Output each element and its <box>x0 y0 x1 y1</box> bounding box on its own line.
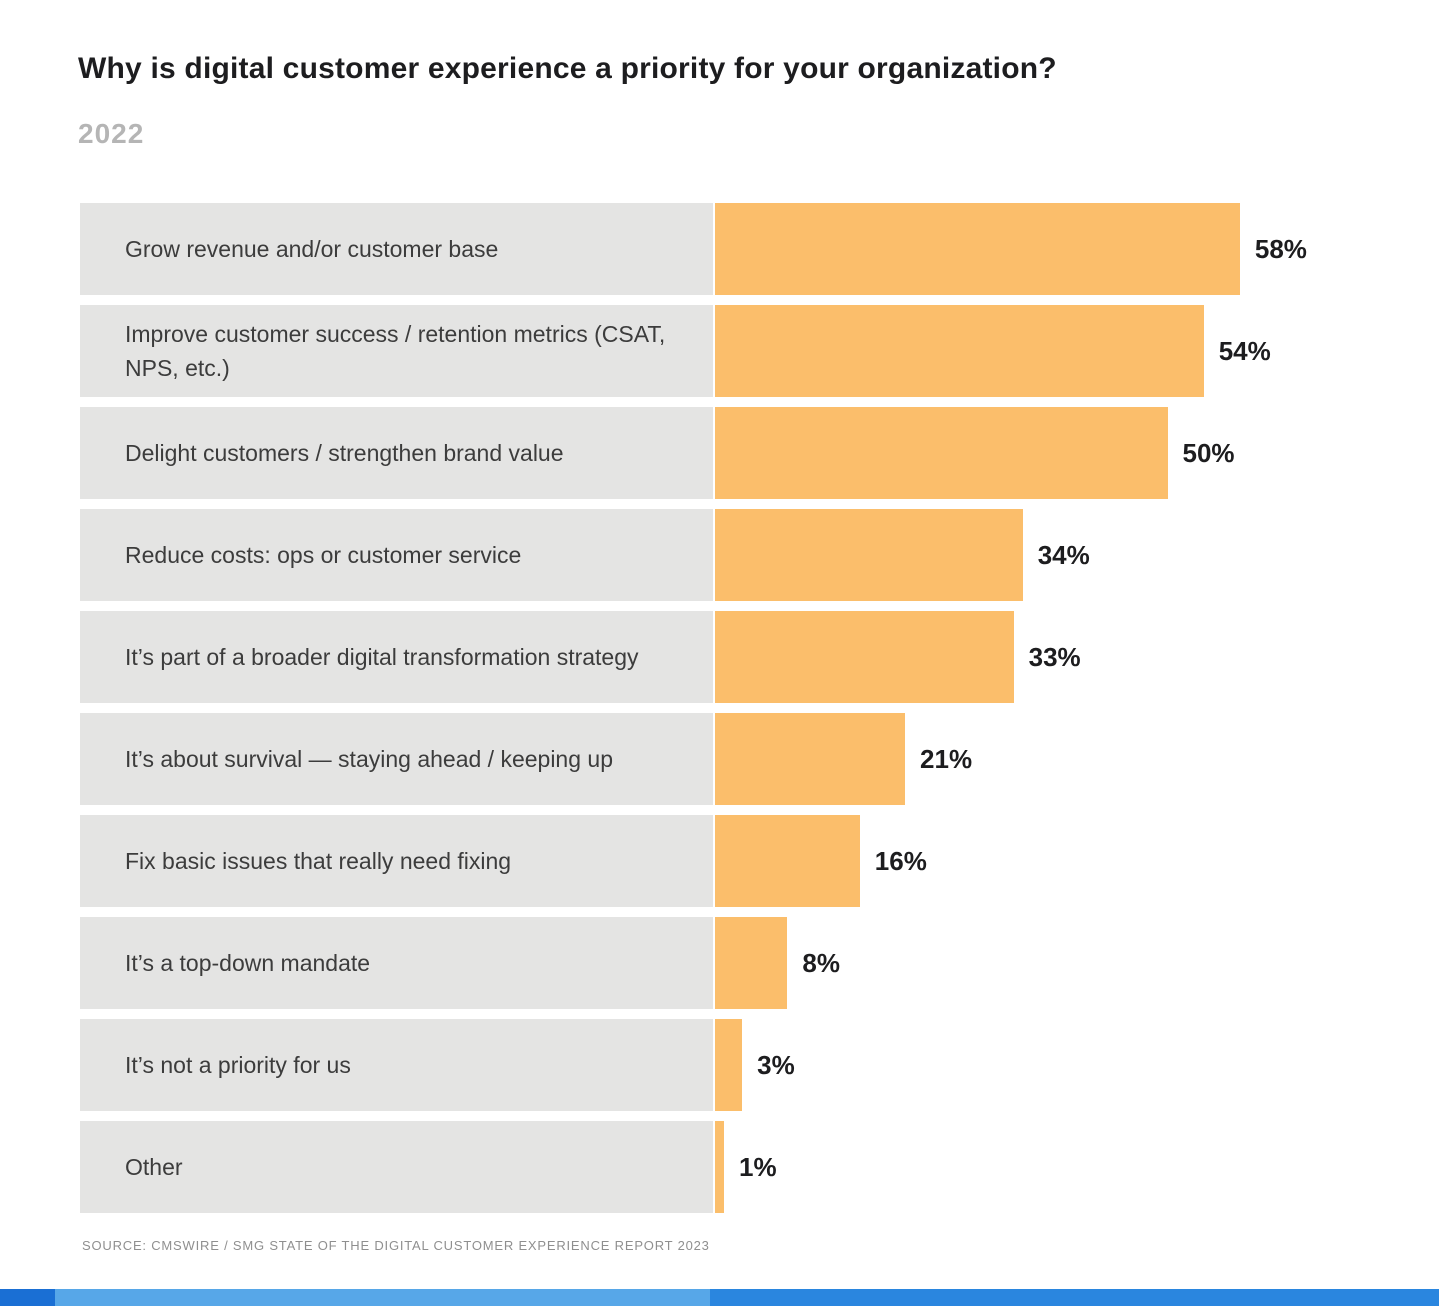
category-label: Grow revenue and/or customer base <box>125 235 499 262</box>
category-label-box: Reduce costs: ops or customer service <box>80 509 713 601</box>
category-label: It’s not a priority for us <box>125 1051 351 1078</box>
value-label: 33% <box>1028 641 1081 672</box>
bar <box>715 509 1023 601</box>
bar-area: 3% <box>715 1019 1420 1111</box>
chart-row: Improve customer success / retention met… <box>80 305 1420 397</box>
category-label-box: It’s about survival — staying ahead / ke… <box>80 713 713 805</box>
category-label-box: It’s a top-down mandate <box>80 917 713 1009</box>
chart-row: It’s part of a broader digital transform… <box>80 611 1420 703</box>
value-label: 21% <box>920 743 973 774</box>
category-label: Fix basic issues that really need fixing <box>125 847 512 874</box>
category-label-box: Fix basic issues that really need fixing <box>80 815 713 907</box>
source-attribution: SOURCE: CMSWIRE / SMG STATE OF THE DIGIT… <box>82 1238 710 1253</box>
category-label: Improve customer success / retention met… <box>125 320 666 382</box>
bar <box>715 713 906 805</box>
bar <box>715 305 1204 397</box>
category-label: Delight customers / strengthen brand val… <box>125 439 564 466</box>
bar-chart: Grow revenue and/or customer base 58% Im… <box>80 203 1420 1223</box>
chart-row: Other 1% <box>80 1121 1420 1213</box>
banner-segment <box>710 1289 1439 1306</box>
value-label: 54% <box>1218 335 1271 366</box>
value-label: 1% <box>739 1151 777 1182</box>
bar-area: 1% <box>715 1121 1420 1213</box>
chart-row: It’s not a priority for us 3% <box>80 1019 1420 1111</box>
chart-row: Fix basic issues that really need fixing… <box>80 815 1420 907</box>
category-label-box: It’s part of a broader digital transform… <box>80 611 713 703</box>
banner-segment <box>55 1289 710 1306</box>
value-label: 3% <box>757 1049 795 1080</box>
category-label: It’s part of a broader digital transform… <box>125 643 639 670</box>
chart-row: It’s about survival — staying ahead / ke… <box>80 713 1420 805</box>
chart-title: Why is digital customer experience a pri… <box>78 52 1057 85</box>
bar-area: 54% <box>715 305 1420 397</box>
value-label: 34% <box>1037 539 1090 570</box>
chart-row: Grow revenue and/or customer base 58% <box>80 203 1420 295</box>
bar <box>715 611 1014 703</box>
bar-area: 34% <box>715 509 1420 601</box>
bar <box>715 407 1168 499</box>
bar-area: 50% <box>715 407 1420 499</box>
bar-area: 16% <box>715 815 1420 907</box>
category-label-box: It’s not a priority for us <box>80 1019 713 1111</box>
bar <box>715 815 860 907</box>
category-label: It’s a top-down mandate <box>125 949 371 976</box>
bar <box>715 203 1240 295</box>
category-label-box: Delight customers / strengthen brand val… <box>80 407 713 499</box>
bar <box>715 917 788 1009</box>
banner-segment <box>0 1289 55 1306</box>
bar-area: 58% <box>715 203 1420 295</box>
value-label: 16% <box>874 845 927 876</box>
value-label: 58% <box>1254 233 1307 264</box>
value-label: 50% <box>1182 437 1235 468</box>
bar-area: 33% <box>715 611 1420 703</box>
bar-area: 21% <box>715 713 1420 805</box>
category-label: Reduce costs: ops or customer service <box>125 541 522 568</box>
category-label-box: Improve customer success / retention met… <box>80 305 713 397</box>
chart-subtitle: 2022 <box>78 118 145 149</box>
bar-area: 8% <box>715 917 1420 1009</box>
category-label-box: Other <box>80 1121 713 1213</box>
category-label: Other <box>125 1153 183 1180</box>
bottom-banner <box>0 1289 1439 1306</box>
bar <box>715 1121 725 1213</box>
chart-row: It’s a top-down mandate 8% <box>80 917 1420 1009</box>
chart-row: Delight customers / strengthen brand val… <box>80 407 1420 499</box>
chart-row: Reduce costs: ops or customer service 34… <box>80 509 1420 601</box>
value-label: 8% <box>802 947 840 978</box>
category-label: It’s about survival — staying ahead / ke… <box>125 745 613 772</box>
bar <box>715 1019 743 1111</box>
category-label-box: Grow revenue and/or customer base <box>80 203 713 295</box>
